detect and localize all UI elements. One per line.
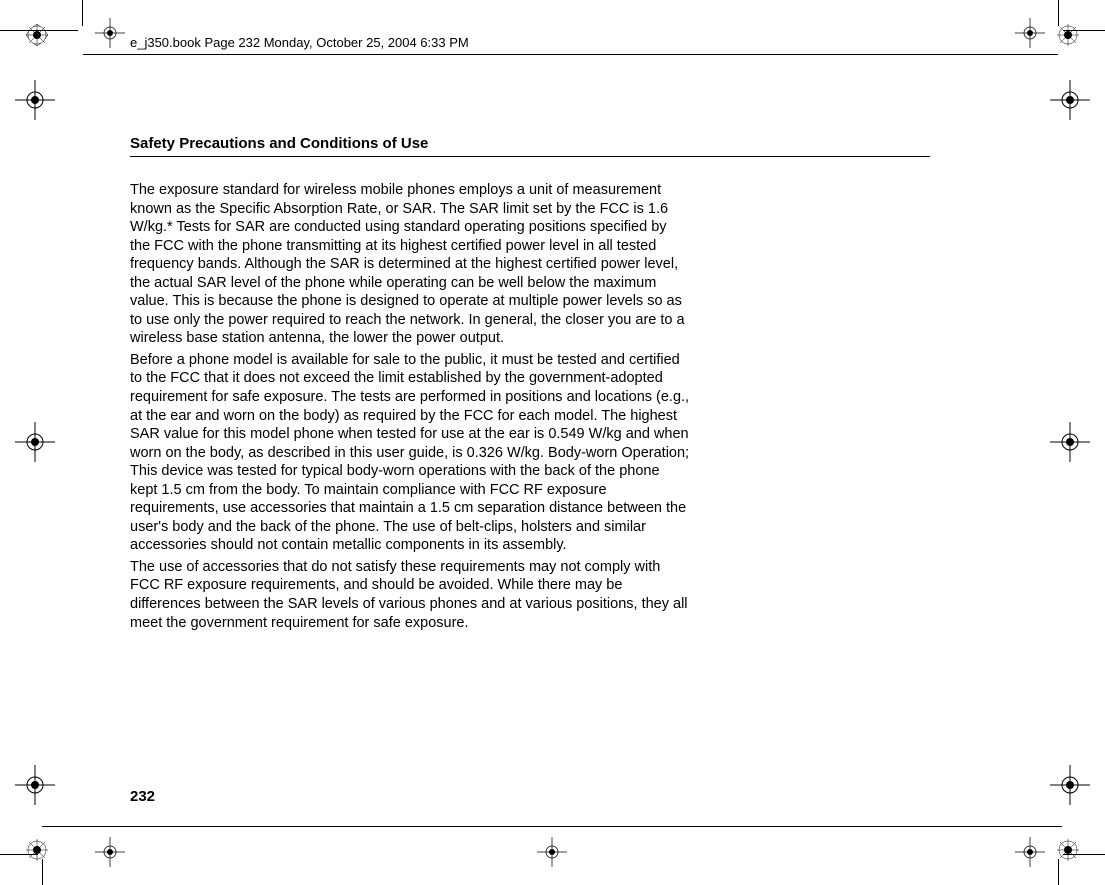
body-text: The exposure standard for wireless mobil…: [130, 181, 690, 632]
registration-target-icon: [1050, 765, 1090, 805]
registration-target-icon: [1050, 422, 1090, 462]
registration-target-icon: [95, 837, 125, 867]
registration-target-icon: [537, 837, 567, 867]
page-number: 232: [130, 788, 155, 805]
running-head: e_j350.book Page 232 Monday, October 25,…: [130, 35, 469, 50]
registration-mark-icon: [1053, 20, 1083, 50]
header-rule: [83, 54, 1058, 55]
crop-mark: [82, 0, 83, 26]
registration-target-icon: [1050, 80, 1090, 120]
registration-target-icon: [15, 765, 55, 805]
registration-target-icon: [15, 422, 55, 462]
registration-target-icon: [95, 18, 125, 48]
registration-target-icon: [1015, 837, 1045, 867]
paragraph: The exposure standard for wireless mobil…: [130, 181, 690, 348]
registration-target-icon: [1015, 18, 1045, 48]
registration-mark-icon: [1053, 835, 1083, 865]
footer-rule: [42, 826, 1062, 827]
section-title: Safety Precautions and Conditions of Use: [130, 135, 930, 152]
paragraph: Before a phone model is available for sa…: [130, 351, 690, 555]
paragraph: The use of accessories that do not satis…: [130, 558, 690, 632]
section-rule: [130, 156, 930, 157]
registration-mark-icon: [22, 835, 52, 865]
content-area: Safety Precautions and Conditions of Use…: [130, 135, 930, 635]
registration-target-icon: [15, 80, 55, 120]
registration-mark-icon: [22, 20, 52, 50]
